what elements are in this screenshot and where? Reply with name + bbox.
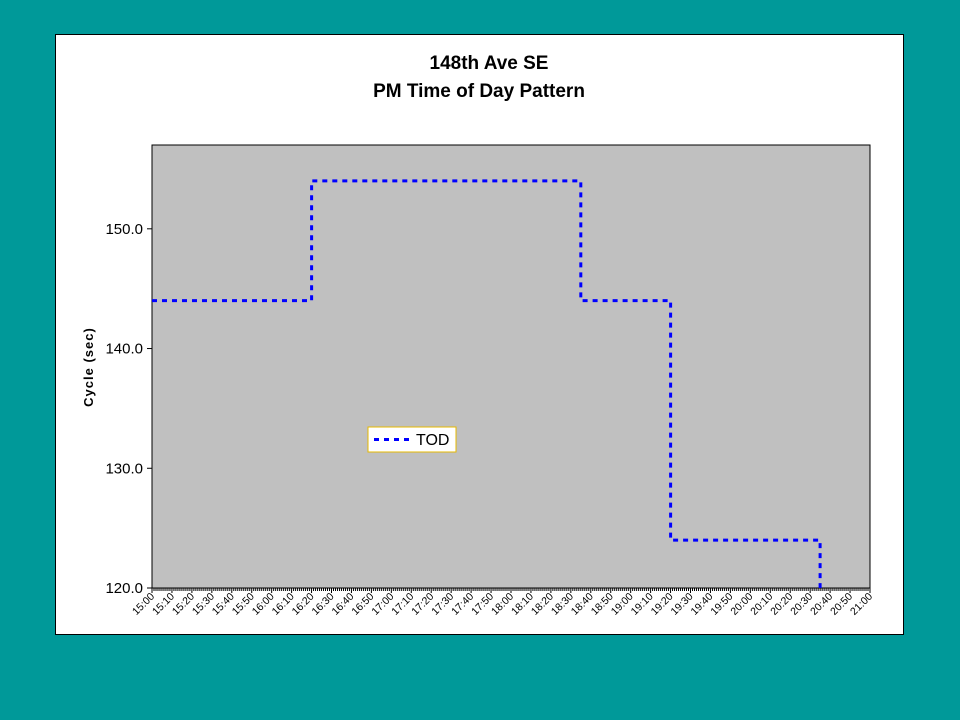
plot-area bbox=[151, 144, 871, 589]
y-tick-label: 150.0 bbox=[105, 221, 143, 238]
chart-svg: 148th Ave SE PM Time of Day Pattern 120.… bbox=[81, 53, 875, 618]
y-tick-label: 140.0 bbox=[105, 341, 143, 358]
legend: TOD bbox=[367, 426, 457, 453]
chart-card: 148th Ave SE PM Time of Day Pattern 120.… bbox=[55, 34, 904, 635]
y-axis-title: Cycle (sec) bbox=[81, 327, 96, 407]
x-tick-label: 21:00 bbox=[848, 591, 875, 618]
legend-box bbox=[367, 426, 457, 453]
x-axis: 15:0015:1015:2015:3015:4015:5016:0016:10… bbox=[130, 588, 875, 618]
chart-subtitle: PM Time of Day Pattern bbox=[373, 81, 585, 102]
y-tick-label: 130.0 bbox=[105, 460, 143, 477]
y-tick-label: 120.0 bbox=[105, 580, 143, 597]
y-axis: 120.0 130.0 140.0 150.0 bbox=[105, 221, 152, 597]
chart-title: 148th Ave SE bbox=[430, 53, 549, 74]
legend-label-tod: TOD bbox=[416, 432, 449, 449]
